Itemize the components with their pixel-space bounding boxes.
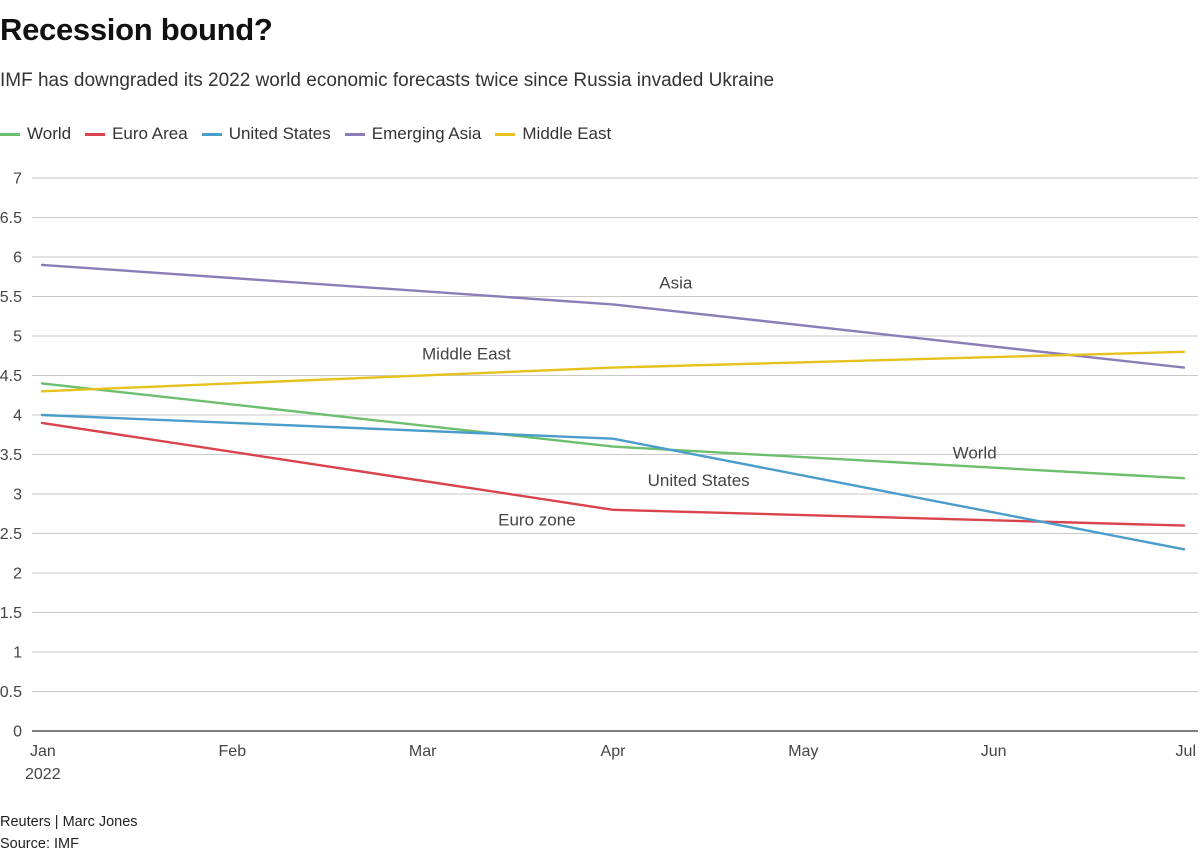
x-tick-label-jul: Jul: [1176, 743, 1196, 760]
legend-swatch-euro-area: [85, 132, 106, 136]
legend-swatch-middle-east: [495, 132, 516, 136]
source-line: Source: IMF: [0, 836, 79, 852]
y-tick-label: 4.5: [0, 368, 22, 385]
annotation-euro-zone: Euro zone: [498, 511, 576, 530]
gridlines: [32, 177, 1198, 732]
annotation-world: World: [953, 443, 997, 462]
x-tick-label-apr: Apr: [601, 743, 627, 760]
series-line-world: [40, 382, 1186, 480]
series-line-emerging-asia: [40, 263, 1186, 369]
y-tick-label: 2: [13, 566, 22, 583]
legend-label-middle-east: Middle East: [522, 124, 612, 143]
y-tick-label: 6.5: [0, 210, 22, 227]
annotations: Asia Middle East World United States Euro zo…: [422, 274, 997, 530]
legend-label-euro-area: Euro Area: [112, 124, 188, 143]
annotation-asia: Asia: [659, 274, 693, 293]
y-tick-label: 2.5: [0, 526, 22, 543]
y-tick-label: 3.5: [0, 447, 22, 464]
y-tick-label: 0: [13, 724, 22, 741]
y-tick-label: 7: [13, 171, 22, 188]
legend-label-world: World: [27, 124, 72, 143]
legend-label-emerging-asia: Emerging Asia: [371, 124, 482, 143]
x-tick-label-jan: Jan: [30, 743, 56, 760]
y-tick-label: 4: [13, 408, 22, 425]
legend-swatch-emerging-asia: [344, 132, 365, 136]
y-tick-label: 6: [13, 250, 22, 267]
y-tick-label: 3: [13, 487, 22, 504]
x-tick-label-feb: Feb: [219, 743, 247, 760]
annotation-middle-east: Middle East: [422, 345, 511, 364]
series-lines: [40, 263, 1186, 551]
y-tick-label: 5: [13, 329, 22, 346]
y-tick-label: 1.5: [0, 605, 22, 622]
legend-item-middle-east: Middle East: [495, 124, 611, 144]
chart-title: Recession bound?: [0, 12, 273, 47]
x-tick-sublabel: 2022: [25, 766, 61, 783]
y-axis-ticks: 0 0.5 1 1.5 2 2.5 3 3.5 4 4.5 5 5.5 6 6.5 7: [0, 171, 22, 741]
series-line-euro-area: [40, 421, 1186, 527]
y-tick-label: 5.5: [0, 289, 22, 306]
legend-item-united-states: United States: [201, 124, 331, 144]
legend-item-world: World: [0, 124, 71, 144]
chart-subtitle: IMF has downgraded its 2022 world econom…: [0, 70, 775, 91]
x-axis-ticks: Jan 2022 Feb Mar Apr May Jun Jul: [25, 743, 1196, 783]
line-chart: 0 0.5 1 1.5 2 2.5 3 3.5 4 4.5 5 5.5 6 6.5 7 Jan 2022 Feb…: [0, 171, 1198, 783]
y-tick-label: 0.5: [0, 684, 22, 701]
legend-swatch-united-states: [201, 132, 222, 136]
x-tick-label-jun: Jun: [981, 743, 1007, 760]
legend-label-united-states: United States: [228, 124, 331, 143]
series-line-middle-east: [40, 350, 1186, 393]
annotation-united-states: United States: [648, 471, 750, 490]
legend-item-euro-area: Euro Area: [85, 124, 188, 144]
legend-item-emerging-asia: Emerging Asia: [344, 124, 482, 144]
series-line-united-states: [40, 413, 1186, 551]
legend-swatch-world: [0, 132, 20, 136]
x-tick-label-mar: Mar: [409, 743, 437, 760]
y-tick-label: 1: [13, 645, 22, 662]
x-tick-label-may: May: [788, 743, 818, 760]
credit-line: Reuters | Marc Jones: [0, 814, 138, 830]
legend: World Euro Area United States Emerging A…: [0, 124, 625, 144]
